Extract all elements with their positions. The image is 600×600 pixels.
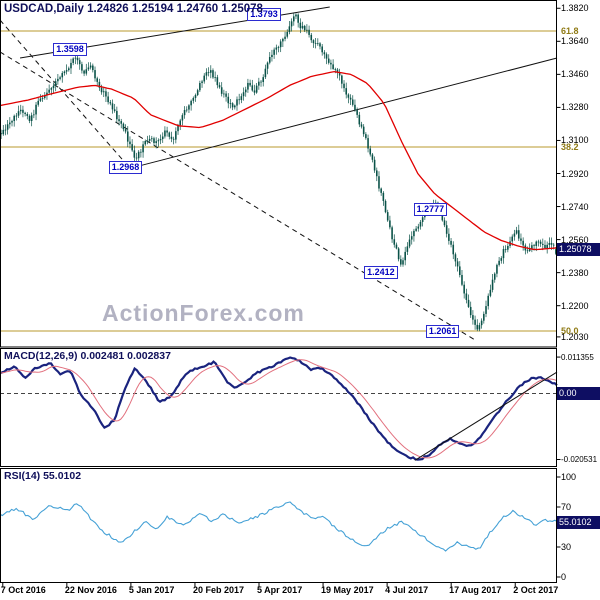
rsi-title: RSI(14) 55.0102 bbox=[4, 470, 82, 482]
last-price-badge: 1.25078 bbox=[557, 243, 600, 256]
macd-title: MACD(12,26,9) 0.002481 0.002837 bbox=[4, 350, 171, 362]
macd-zero-badge: 0.00 bbox=[557, 387, 600, 400]
rsi-value-badge: 55.0102 bbox=[557, 516, 600, 529]
chart-title: USDCAD,Daily 1.24826 1.25194 1.24760 1.2… bbox=[4, 3, 263, 15]
watermark: ActionForex.com bbox=[102, 300, 305, 326]
